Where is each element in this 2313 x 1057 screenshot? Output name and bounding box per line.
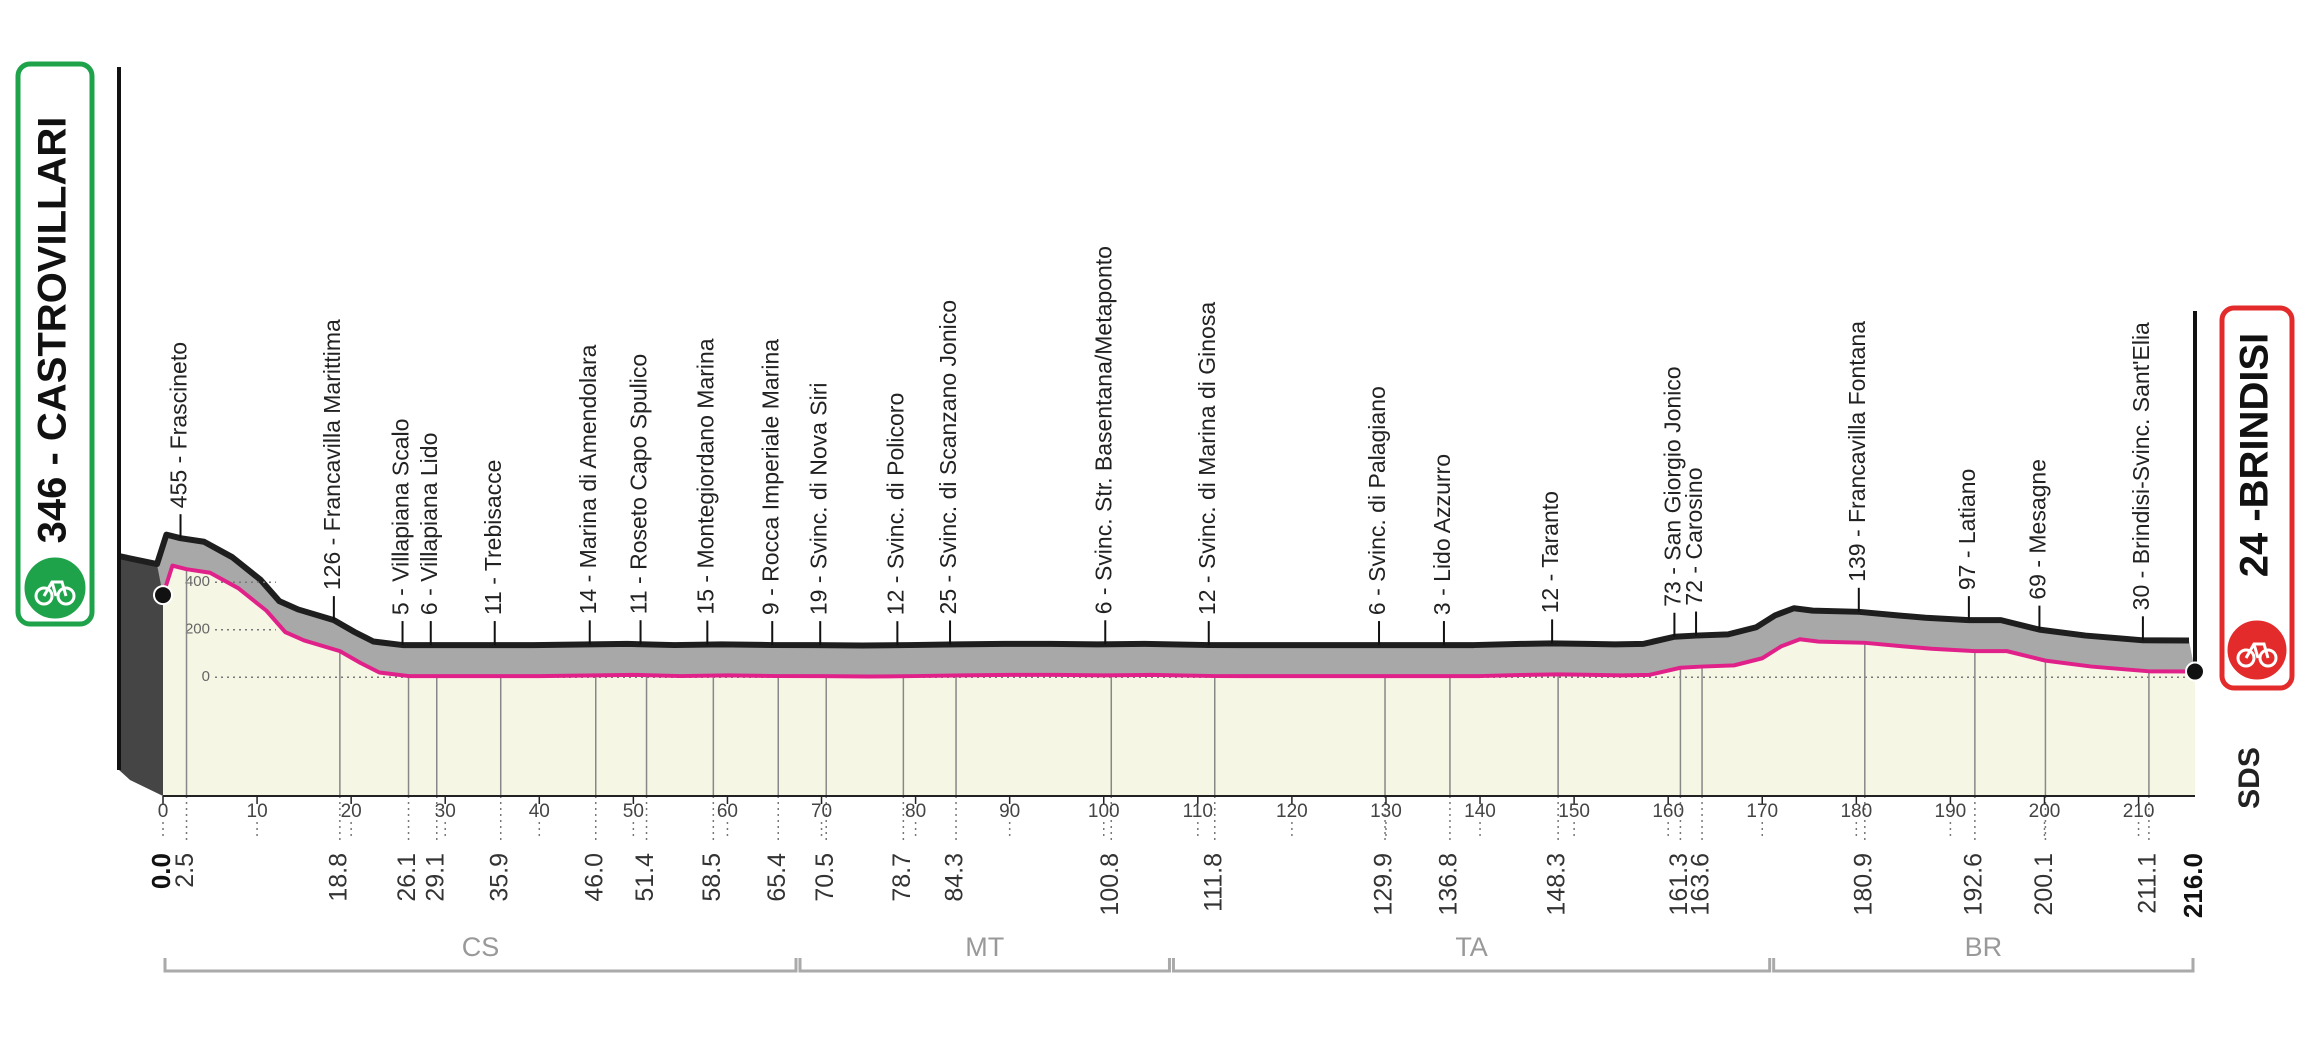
province-bracket <box>163 958 798 973</box>
waypoint-km: 2.5 <box>171 853 199 888</box>
waypoint-km: 58.5 <box>698 853 726 902</box>
x-tick-label: 210 <box>2123 801 2155 822</box>
waypoint-km: 78.7 <box>888 853 916 902</box>
x-tick-label: 80 <box>905 801 926 822</box>
waypoint-name: 139 - Francavilla Fontana <box>1844 321 1870 582</box>
waypoint-name: 6 - Svinc. di Palagiano <box>1364 386 1390 615</box>
waypoint-name: 19 - Svinc. di Nova Siri <box>805 382 831 615</box>
waypoint-km: 26.1 <box>393 853 421 902</box>
finish-dot <box>2185 661 2205 682</box>
waypoint-name: 5 - Villapiana Scalo <box>388 419 414 615</box>
x-tick-label: 50 <box>623 801 644 822</box>
waypoint-name: 11 - Trebisacce <box>480 460 506 616</box>
x-tick-label: 130 <box>1370 801 1402 822</box>
waypoint-name: 3 - Lido Azzurro <box>1429 454 1455 615</box>
waypoint-name: 97 - Latiano <box>1954 469 1980 590</box>
waypoint-km: 180.9 <box>1849 853 1877 916</box>
waypoint-km: 136.8 <box>1435 853 1463 916</box>
waypoint-km: 161.3 <box>1665 853 1693 916</box>
waypoint-name: 72 - Carosino <box>1681 467 1707 605</box>
waypoint-name: 30 - Brindisi-Svinc. Sant'Elia <box>2128 322 2154 610</box>
waypoint-km: 70.5 <box>811 853 839 902</box>
waypoint-name: 73 - San Giorgio Jonico <box>1659 366 1685 606</box>
x-tick-label: 190 <box>1935 801 1967 822</box>
x-tick-label: 180 <box>1840 801 1872 822</box>
x-tick-label: 110 <box>1183 801 1213 822</box>
x-tick-label: 120 <box>1276 801 1308 822</box>
profile-area <box>163 565 2195 796</box>
x-tick-label: 160 <box>1652 801 1684 822</box>
waypoint-km: 35.9 <box>485 853 513 902</box>
waypoint-name: 12 - Taranto <box>1537 491 1563 613</box>
province-bracket <box>1171 958 1772 973</box>
start-km: 0.0 <box>146 853 176 889</box>
profile-ridge <box>118 531 2190 649</box>
waypoint-name: 12 - Svinc. di Marina di Ginosa <box>1194 302 1220 615</box>
province-label: TA <box>1455 932 1488 962</box>
waypoint-name: 6 - Villapiana Lido <box>416 433 442 615</box>
x-tick-label: 20 <box>341 801 362 822</box>
waypoint-km: 148.3 <box>1543 853 1571 916</box>
waypoint-km: 111.8 <box>1199 853 1227 912</box>
waypoint-km: 163.6 <box>1687 853 1715 916</box>
finish-box <box>2219 305 2295 691</box>
waypoint-km: 46.0 <box>580 853 608 902</box>
x-tick-label: 100 <box>1088 801 1120 822</box>
profile-wall <box>119 556 163 796</box>
waypoint-name: 6 - Svinc. Str. Basentana/Metaponto <box>1090 246 1116 614</box>
x-tick-label: 170 <box>1746 801 1778 822</box>
province-label: BR <box>1965 932 2003 962</box>
finish-km: 216.0 <box>2178 853 2208 918</box>
start-label: 346 - CASTROVILLARI <box>31 117 75 544</box>
start-box <box>15 61 95 627</box>
waypoint-km: 129.9 <box>1370 853 1398 916</box>
waypoint-name: 12 - Svinc. di Policoro <box>882 393 908 615</box>
x-tick-label: 150 <box>1558 801 1590 822</box>
waypoint-km: 84.3 <box>941 853 969 902</box>
x-tick-label: 40 <box>529 801 550 822</box>
y-tick-label: 0 <box>202 668 210 685</box>
waypoint-km: 192.6 <box>1959 853 1987 916</box>
start-bike <box>34 580 76 606</box>
x-tick-label: 10 <box>247 801 268 822</box>
waypoint-name: 14 - Marina di Amendolara <box>575 344 601 614</box>
x-tick-label: 200 <box>2029 801 2061 822</box>
waypoint-km: 100.8 <box>1096 853 1124 916</box>
logo: SDS <box>2233 747 2266 809</box>
waypoint-km: 29.1 <box>421 853 449 902</box>
x-tick-label: 70 <box>811 801 832 822</box>
x-tick-label: 30 <box>435 801 456 822</box>
waypoint-name: 11 - Roseto Capo Spulico <box>626 354 652 614</box>
profile-line <box>161 563 2196 679</box>
finish-label: 24 -BRINDISI <box>2233 333 2277 578</box>
x-tick-label: 90 <box>999 801 1020 822</box>
waypoint-km: 65.4 <box>763 853 791 902</box>
y-tick-label: 200 <box>185 621 210 638</box>
start-dot <box>153 585 173 606</box>
province-label: MT <box>965 932 1004 962</box>
waypoint-name: 15 - Montegiordano Marina <box>692 338 718 614</box>
waypoint-km: 200.1 <box>2030 853 2058 916</box>
province-bracket <box>798 958 1171 973</box>
profile-relief <box>157 534 2195 677</box>
waypoint-km: 51.4 <box>631 853 659 902</box>
x-tick-label: 0 <box>158 801 169 822</box>
waypoint-name: 69 - Mesagne <box>2025 459 2051 600</box>
waypoint-name: 126 - Francavilla Marittima <box>319 319 345 590</box>
waypoint-name: 25 - Svinc. di Scanzano Jonico <box>935 300 961 615</box>
waypoint-name: 9 - Rocca Imperiale Marina <box>757 339 783 615</box>
province-bracket <box>1772 958 2195 973</box>
waypoint-km: 211.1 <box>2134 853 2162 914</box>
finish-bike <box>2236 642 2278 668</box>
waypoint-name: 455 - Frascineto <box>166 342 192 508</box>
y-tick-label: 400 <box>185 573 210 590</box>
waypoint-km: 18.8 <box>324 853 352 902</box>
x-tick-label: 140 <box>1464 801 1496 822</box>
x-tick-label: 60 <box>717 801 738 822</box>
province-label: CS <box>462 932 500 962</box>
